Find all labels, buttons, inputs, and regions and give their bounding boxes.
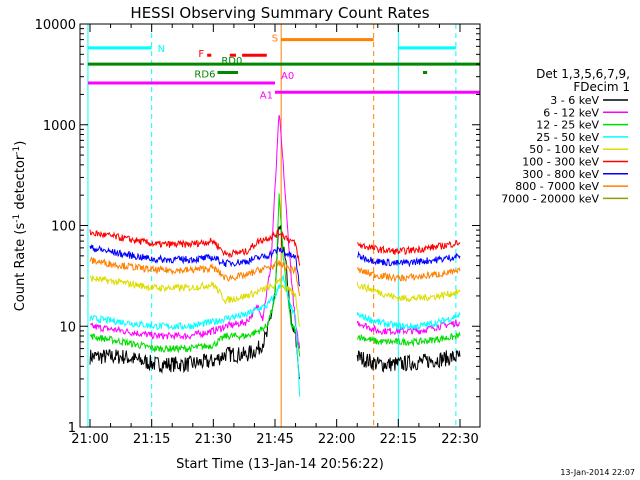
series-line-segment bbox=[356, 331, 461, 348]
legend-header-line1: Det 1,3,5,6,7,9, bbox=[536, 67, 630, 81]
x-tick-label: 22:15 bbox=[380, 432, 417, 447]
legend-entry: 50 - 100 keV bbox=[529, 143, 628, 156]
legend-label: 7000 - 20000 keV bbox=[501, 192, 599, 205]
series-line-segment bbox=[356, 239, 461, 255]
x-axis-label: Start Time (13-Jan-14 20:56:22) bbox=[176, 457, 384, 472]
series-line-segment bbox=[89, 243, 301, 287]
x-axis: 21:00 21:15 21:30 21:45 22:00 22:15 22:30 bbox=[71, 24, 479, 447]
series-line-segment bbox=[89, 225, 301, 380]
series-25-50-keVkev-3 bbox=[89, 274, 461, 397]
series-100-300-keVkev-5 bbox=[89, 228, 461, 266]
y-axis-label: Count Rate (s-1 detector-1) bbox=[12, 141, 28, 312]
legend-label: 6 - 12 keV bbox=[543, 106, 599, 119]
x-tick-label: 21:15 bbox=[133, 432, 170, 447]
legend-header-line2: FDecim 1 bbox=[573, 80, 630, 94]
series-line-segment bbox=[356, 350, 461, 373]
x-tick-label: 21:00 bbox=[71, 432, 108, 447]
series-3-6-keVkev-0 bbox=[89, 225, 461, 380]
legend-entry: 800 - 7000 keV bbox=[515, 180, 628, 193]
series-line-segment bbox=[89, 275, 301, 327]
flag-label-n: N bbox=[158, 44, 165, 55]
series-800-7000-keVkev-7 bbox=[89, 256, 461, 297]
x-tick-label: 21:45 bbox=[256, 432, 293, 447]
series-line-segment bbox=[89, 228, 301, 266]
legend-entry: 25 - 50 keV bbox=[536, 131, 628, 144]
flag-label-a1: A1 bbox=[260, 90, 273, 101]
y-axis-label-sup1: -1 bbox=[12, 214, 22, 223]
series-line-segment bbox=[357, 250, 461, 268]
legend-entry: 100 - 300 keV bbox=[522, 156, 628, 169]
legend-label: 100 - 300 keV bbox=[522, 156, 599, 169]
series-line-segment bbox=[89, 256, 301, 297]
series-line-segment bbox=[89, 274, 301, 397]
x-tick-label: 22:00 bbox=[318, 432, 355, 447]
y-tick-label: 1 bbox=[68, 421, 76, 436]
legend-entry: 6 - 12 keV bbox=[543, 106, 628, 119]
series-line-segment bbox=[356, 319, 461, 336]
legend-entry: 3 - 6 keV bbox=[550, 94, 628, 107]
y-axis-label-sup2: -1 bbox=[12, 146, 22, 155]
flag-label-rd0: RD0 bbox=[221, 56, 242, 67]
x-tick-label: 21:30 bbox=[195, 432, 232, 447]
legend-label: 800 - 7000 keV bbox=[515, 180, 599, 193]
flag-f: F bbox=[198, 49, 267, 60]
y-axis-label-main: Count Rate (s bbox=[13, 223, 28, 312]
flag-a1: A1 bbox=[260, 90, 480, 101]
flag-s: S bbox=[272, 34, 374, 45]
flag-a0: A0 bbox=[87, 71, 294, 85]
series-12-25-keVkev-2 bbox=[89, 193, 461, 357]
series-line-segment bbox=[356, 311, 461, 332]
flag-label-a0: A0 bbox=[281, 71, 294, 82]
series-line-segment bbox=[89, 193, 301, 357]
legend-label: 50 - 100 keV bbox=[529, 143, 599, 156]
legend-label: 300 - 800 keV bbox=[522, 168, 599, 181]
flag-n: N bbox=[87, 44, 456, 55]
footer-date: 13-Jan-2014 22:07 bbox=[560, 468, 635, 477]
flag-rd6: RD6 bbox=[194, 70, 428, 81]
y-axis: 1 10 100 1000 10000 bbox=[35, 18, 480, 436]
series-300-800-keVkev-6 bbox=[89, 243, 461, 287]
series-line-segment bbox=[356, 266, 461, 283]
y-tick-label: 1000 bbox=[43, 119, 76, 134]
flag-label-s: S bbox=[272, 34, 278, 45]
series-50-100-keVkev-4 bbox=[89, 275, 461, 327]
series-layer bbox=[89, 115, 461, 397]
y-tick-label: 10 bbox=[59, 320, 76, 335]
legend-entry: 12 - 25 keV bbox=[536, 119, 628, 132]
legend-label: 12 - 25 keV bbox=[536, 119, 599, 132]
legend-entry: 7000 - 20000 keV bbox=[501, 192, 628, 205]
series-line-segment bbox=[89, 115, 301, 349]
y-axis-label-end: ) bbox=[13, 141, 28, 146]
flag-label-rd6: RD6 bbox=[194, 70, 215, 81]
legend-label: 3 - 6 keV bbox=[550, 94, 599, 107]
y-tick-label: 100 bbox=[51, 220, 76, 235]
y-tick-label: 10000 bbox=[35, 18, 76, 33]
flag-label-f: F bbox=[198, 49, 204, 60]
x-tick-label: 22:30 bbox=[441, 432, 478, 447]
flag-bars-layer: N S F RD0 RD6 A0 A1 bbox=[87, 34, 480, 101]
series-line-segment bbox=[356, 281, 461, 303]
chart-title: HESSI Observing Summary Count Rates bbox=[130, 4, 429, 22]
y-axis-label-mid: detector bbox=[13, 154, 28, 214]
series-6-12-keVkev-1 bbox=[89, 115, 461, 349]
flag-rd0: RD0 bbox=[87, 56, 480, 67]
legend-entry: 300 - 800 keV bbox=[522, 168, 628, 181]
legend-label: 25 - 50 keV bbox=[536, 131, 599, 144]
